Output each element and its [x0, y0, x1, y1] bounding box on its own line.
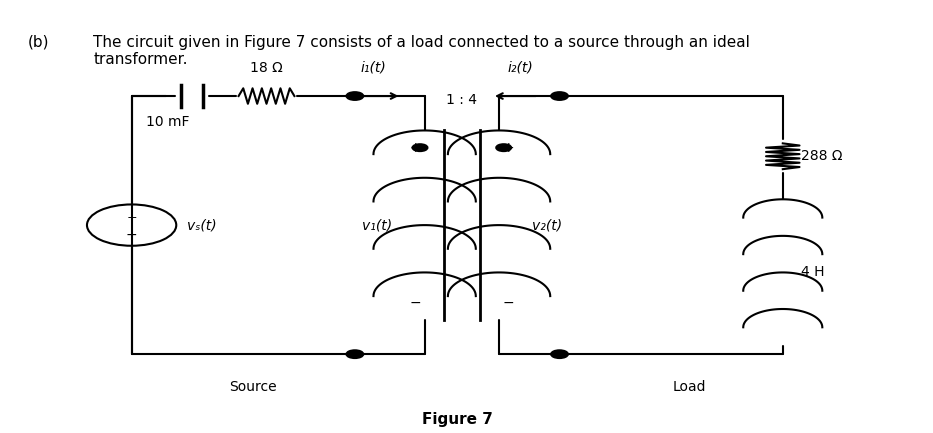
Text: Figure 7: Figure 7	[422, 412, 493, 427]
Text: The circuit given in Figure 7 consists of a load connected to a source through a: The circuit given in Figure 7 consists o…	[93, 35, 750, 67]
Text: +: +	[503, 141, 514, 155]
Text: vₛ(t): vₛ(t)	[188, 218, 217, 232]
Circle shape	[551, 350, 568, 358]
Text: v₂(t): v₂(t)	[532, 218, 562, 232]
Circle shape	[551, 92, 568, 100]
Circle shape	[496, 144, 511, 151]
Text: +: +	[410, 141, 421, 155]
Circle shape	[346, 350, 363, 358]
Text: −: −	[503, 296, 514, 310]
Text: Load: Load	[673, 380, 706, 394]
Text: +: +	[126, 211, 137, 224]
Text: Source: Source	[229, 380, 276, 394]
Text: 4 H: 4 H	[801, 265, 825, 279]
Text: −: −	[410, 296, 421, 310]
Text: 18 Ω: 18 Ω	[250, 61, 283, 74]
Text: 1 : 4: 1 : 4	[446, 94, 478, 107]
Text: i₂(t): i₂(t)	[508, 61, 533, 74]
Text: 288 Ω: 288 Ω	[801, 149, 842, 163]
Text: i₁(t): i₁(t)	[360, 61, 386, 74]
Text: v₁(t): v₁(t)	[362, 218, 392, 232]
Text: 10 mF: 10 mF	[146, 115, 189, 129]
Circle shape	[346, 92, 363, 100]
Text: (b): (b)	[28, 35, 49, 50]
Circle shape	[412, 144, 427, 151]
Text: −: −	[126, 227, 137, 241]
